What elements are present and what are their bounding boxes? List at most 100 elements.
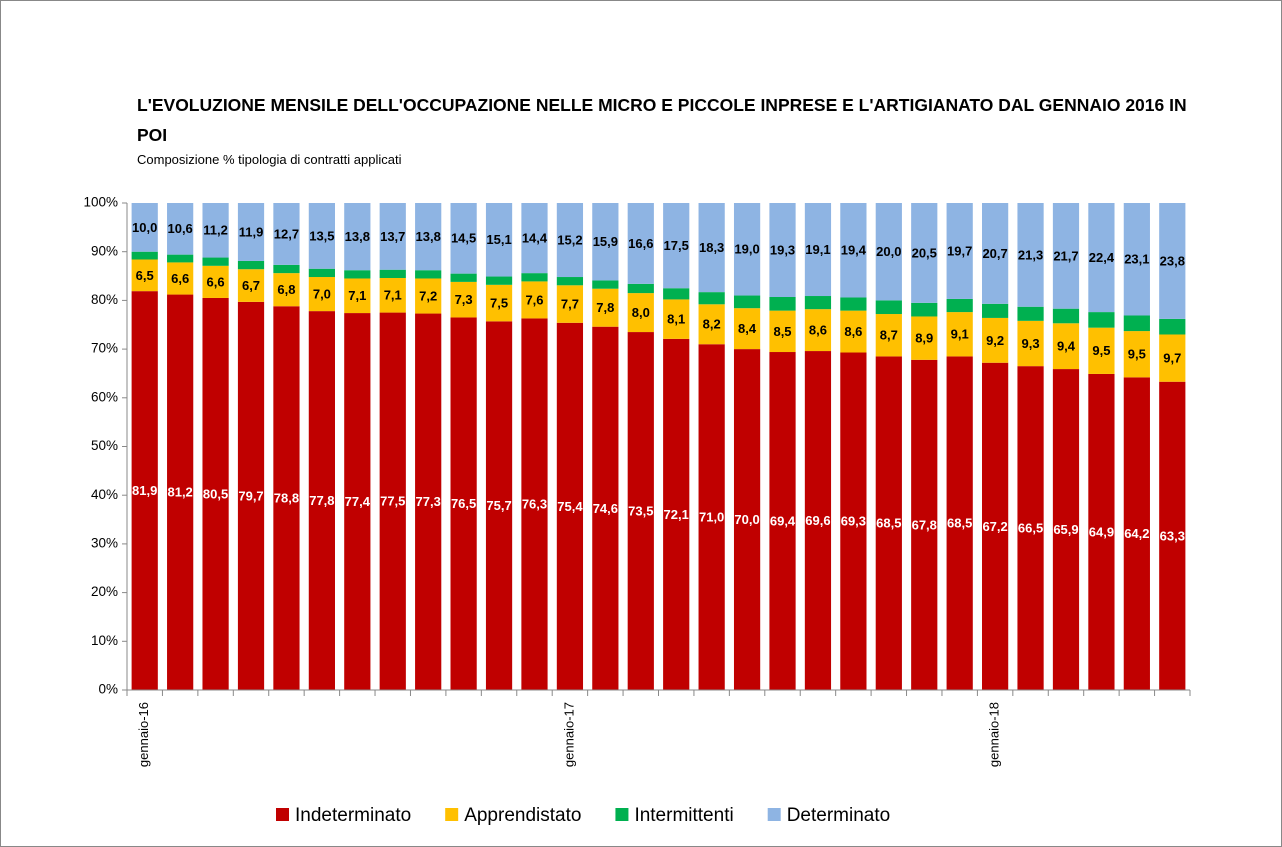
bar-segment [592, 280, 619, 289]
data-label: 7,1 [384, 288, 402, 303]
data-label: 71,0 [699, 510, 724, 525]
bar-segment [592, 288, 619, 327]
y-tick-label: 30% [91, 535, 118, 550]
bar-segment [556, 277, 584, 286]
bar-segment [1159, 334, 1186, 382]
bar-segment [1017, 366, 1044, 690]
data-label: 7,2 [419, 288, 437, 303]
data-label: 8,4 [738, 321, 757, 336]
data-label: 8,1 [667, 312, 685, 327]
data-label: 76,3 [522, 497, 547, 512]
bar-segment [237, 269, 265, 302]
bar-segment [273, 306, 300, 690]
data-label: 13,7 [380, 229, 405, 244]
bar-segment [946, 203, 973, 299]
data-label: 10,6 [167, 221, 192, 236]
bar-segment [1159, 318, 1186, 335]
bar-segment [769, 296, 796, 311]
bar-segment [875, 300, 902, 315]
data-label: 77,3 [416, 494, 441, 509]
data-label: 7,5 [490, 296, 508, 311]
data-label: 11,9 [239, 224, 264, 239]
x-tick-label: gennaio-18 [987, 702, 1002, 767]
bar-segment [1088, 327, 1115, 374]
bar-segment [1017, 306, 1044, 321]
bar-segment [769, 203, 796, 297]
bar-segment [592, 326, 619, 690]
bar-segment [627, 283, 654, 294]
data-label: 7,1 [348, 288, 366, 303]
data-label: 70,0 [734, 512, 759, 527]
x-tick-label: gennaio-16 [136, 702, 151, 767]
y-tick-label: 80% [91, 292, 118, 307]
data-label: 6,8 [277, 282, 295, 297]
chart-subtitle: Composizione % tipologia di contratti ap… [137, 152, 402, 167]
bar-segment [273, 273, 300, 307]
bar-segment [1088, 373, 1115, 690]
bar-segment [415, 203, 442, 271]
data-label: 7,3 [455, 292, 473, 307]
bar-segment [1017, 320, 1044, 367]
bar-segment [733, 308, 761, 350]
data-label: 72,1 [664, 507, 689, 522]
bar-segment [556, 322, 584, 690]
y-tick-label: 0% [98, 682, 118, 697]
bar-segment [308, 268, 335, 278]
data-label: 19,0 [734, 242, 759, 257]
bar-segment [521, 273, 548, 282]
x-tick-label: gennaio-17 [561, 702, 576, 767]
y-tick-label: 40% [91, 487, 118, 502]
bar-segment [202, 203, 229, 258]
chart-title: L'EVOLUZIONE MENSILE DELL'OCCUPAZIONE NE… [137, 95, 1187, 145]
bar-segment [911, 359, 938, 690]
bar-segment [379, 312, 406, 690]
data-label: 77,4 [345, 494, 371, 509]
bar-segment [1052, 308, 1080, 324]
y-tick-label: 10% [91, 633, 118, 648]
bar-segment [1052, 203, 1080, 309]
data-label: 11,2 [203, 223, 228, 238]
bar-segment [344, 270, 371, 279]
bar-segment [379, 269, 406, 278]
bar-segment [450, 203, 477, 274]
data-label: 8,9 [915, 331, 933, 346]
data-label: 68,5 [876, 516, 901, 531]
data-label: 15,9 [593, 234, 618, 249]
data-label: 81,2 [167, 485, 192, 500]
bar-segment [1159, 203, 1186, 319]
legend-swatch [445, 808, 459, 821]
bar-segment [875, 356, 902, 690]
bar-segment [485, 321, 513, 690]
data-label: 21,3 [1018, 247, 1043, 262]
bar-segment [308, 203, 335, 269]
data-label: 69,3 [841, 514, 866, 529]
data-label: 12,7 [274, 226, 299, 241]
legend-label: Intermittenti [634, 805, 733, 826]
bar-segment [946, 298, 973, 313]
data-label: 9,3 [1022, 336, 1040, 351]
bar-segment [946, 356, 973, 690]
data-label: 68,5 [947, 516, 972, 531]
bar-segment [237, 203, 265, 261]
bar-segment [663, 203, 690, 289]
bar-segment [237, 301, 265, 690]
data-label: 79,7 [238, 488, 263, 503]
bar-segment [875, 203, 902, 301]
data-label: 19,3 [770, 242, 795, 257]
y-tick-label: 70% [91, 341, 118, 356]
bar-segment [946, 312, 973, 357]
data-label: 7,7 [561, 296, 579, 311]
y-tick-label: 100% [83, 195, 118, 210]
bar-segment [733, 349, 761, 690]
data-label: 10,0 [132, 220, 157, 235]
data-label: 67,8 [912, 517, 937, 532]
bar-segment [733, 203, 761, 296]
legend-label: Determinato [787, 805, 891, 826]
data-label: 22,4 [1089, 250, 1115, 265]
bar-segment [237, 260, 265, 270]
bar-segment [875, 314, 902, 357]
data-label: 7,0 [313, 287, 331, 302]
data-label: 23,8 [1160, 253, 1185, 268]
bar-segment [415, 313, 442, 690]
data-label: 9,4 [1057, 339, 1076, 354]
